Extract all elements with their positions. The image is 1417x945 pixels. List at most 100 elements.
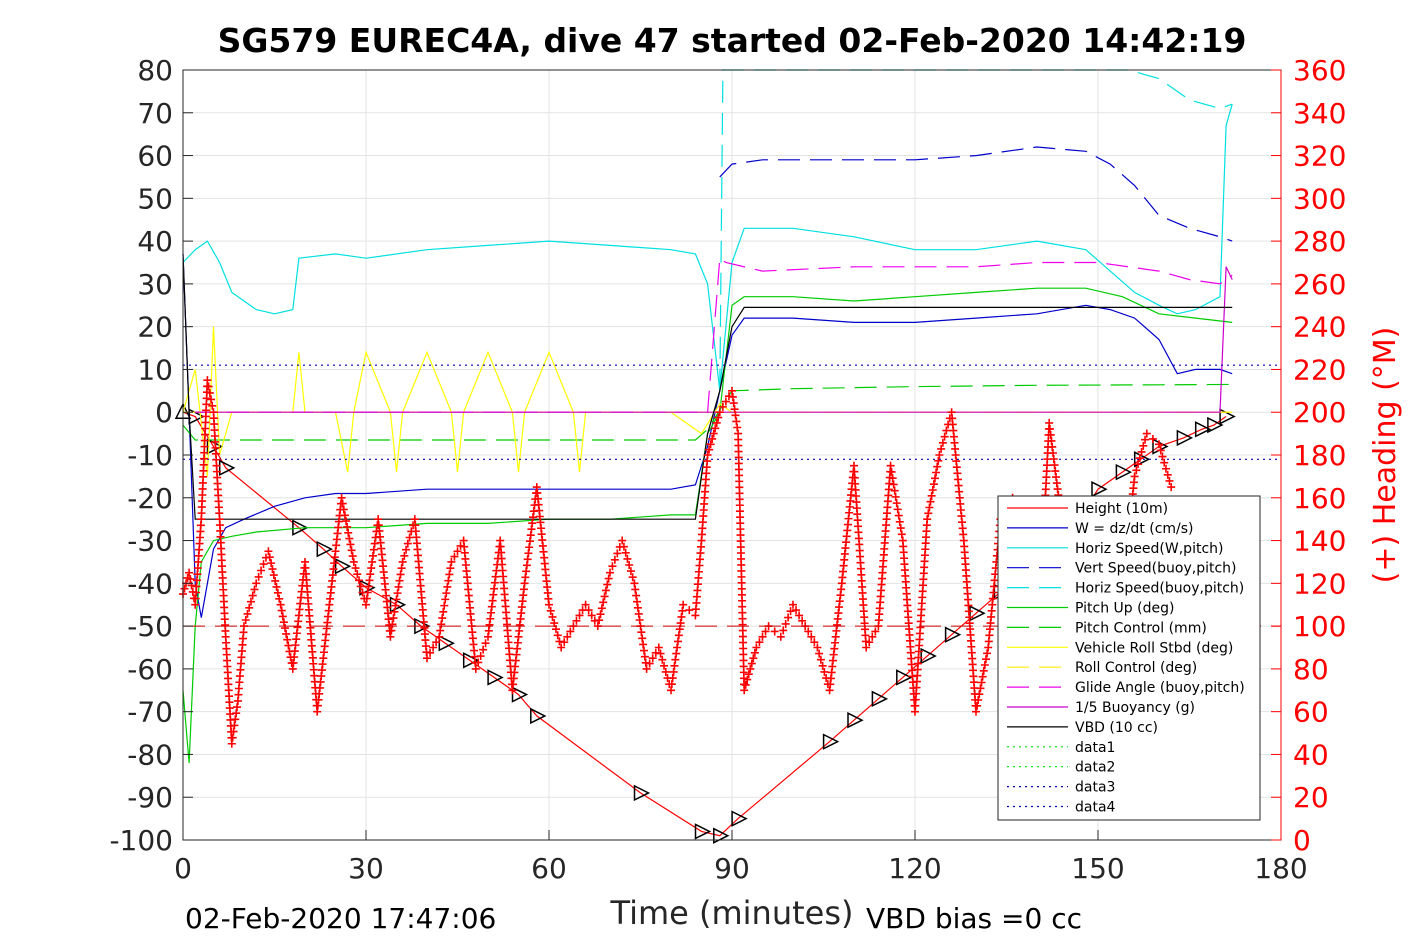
heading-point: [804, 627, 813, 636]
heading-point: [679, 600, 688, 609]
right-y-tick-label: 80: [1293, 653, 1329, 686]
legend-label-vert-speed-buoy-pitch: Vert Speed(buoy,pitch): [1075, 561, 1237, 577]
heading-point: [1130, 472, 1139, 481]
heading-point: [481, 639, 490, 648]
heading-point: [815, 649, 824, 658]
heading-point: [728, 386, 736, 395]
heading-point: [761, 627, 770, 636]
heading-point: [813, 643, 822, 652]
right-y-tick-label: 240: [1293, 311, 1346, 344]
heading-point: [935, 451, 944, 459]
heading-point: [940, 432, 949, 441]
heading-point: [862, 643, 871, 652]
heading-point: [807, 632, 816, 641]
heading-point: [746, 664, 755, 673]
heading-point: [474, 658, 483, 667]
y-tick-label: -50: [127, 610, 173, 643]
heading-point: [345, 534, 354, 543]
heading-point: [784, 613, 793, 622]
heading-point: [245, 603, 254, 612]
series-line-horiz-speed-w-pitch: [182, 104, 1233, 391]
x-tick-label: 180: [1254, 852, 1307, 885]
legend-label-data1: data1: [1075, 740, 1115, 756]
heading-point: [715, 408, 724, 417]
heading-series: [179, 376, 1281, 748]
heading-point: [630, 579, 639, 588]
heading-point: [721, 397, 730, 406]
heading-point: [560, 638, 569, 647]
heading-point: [548, 612, 557, 621]
y-tick-label: 30: [137, 268, 173, 301]
heading-point: [929, 480, 938, 489]
heading-point: [603, 580, 612, 589]
heading-point: [252, 579, 261, 588]
legend-label-pitch-up-deg: Pitch Up (deg): [1075, 601, 1174, 617]
heading-point: [429, 643, 438, 652]
series-line-pitch-control-mm: [182, 383, 1233, 441]
heading-point: [894, 511, 903, 520]
heading-point: [241, 616, 250, 624]
y-tick-label: 20: [137, 311, 173, 344]
heading-point: [1135, 454, 1144, 463]
heading-point: [362, 600, 370, 609]
heading-point: [618, 536, 627, 545]
heading-point: [268, 565, 277, 574]
right-y-tick-label: 120: [1293, 567, 1346, 600]
heading-point: [924, 509, 933, 518]
heading-point: [669, 667, 678, 676]
heading-point: [610, 555, 619, 564]
heading-point: [447, 557, 456, 566]
height-marker: [920, 647, 937, 665]
y-tick-label: -100: [109, 824, 173, 857]
heading-point: [729, 399, 738, 408]
heading-point: [983, 649, 992, 658]
series-line-glide-angle-buoy-pitch: [195, 257, 1233, 413]
heading-point: [792, 606, 801, 615]
heading-point: [732, 417, 741, 426]
heading-point: [623, 554, 632, 563]
heading-point: [752, 643, 761, 652]
legend-label-height-10m: Height (10m): [1075, 501, 1168, 517]
heading-point: [281, 624, 290, 633]
height-marker: [1091, 481, 1108, 498]
heading-point: [889, 480, 898, 489]
y-tick-label: 70: [137, 97, 173, 130]
heading-point: [393, 589, 402, 598]
x-tick-label: 60: [531, 852, 567, 885]
heading-point: [604, 574, 613, 583]
heading-point: [972, 707, 980, 716]
heading-point: [403, 539, 412, 548]
x-tick-label: 0: [174, 852, 192, 885]
heading-point: [600, 592, 609, 601]
heading-point: [440, 601, 449, 610]
heading-point: [645, 659, 654, 668]
x-tick-label: 90: [714, 852, 750, 885]
heading-point: [887, 467, 896, 476]
heading-point: [928, 486, 937, 494]
heading-point: [718, 402, 727, 411]
heading-point: [1141, 435, 1150, 444]
heading-point: [1163, 470, 1172, 479]
right-y-tick-label: 40: [1293, 738, 1329, 771]
heading-point: [353, 570, 362, 579]
heading-point: [890, 486, 899, 495]
heading-point: [818, 661, 827, 670]
heading-point: [978, 672, 987, 681]
heading-point: [450, 552, 459, 561]
heading-point: [712, 418, 721, 427]
y-tick-label: -40: [127, 567, 173, 600]
height-marker: [713, 827, 730, 844]
heading-point: [269, 571, 278, 580]
heading-point: [888, 474, 897, 483]
heading-point: [789, 600, 797, 609]
heading-point: [435, 632, 444, 641]
heading-point: [356, 582, 365, 591]
right-y-tick-label: 100: [1293, 610, 1346, 643]
heading-point: [937, 444, 946, 453]
heading-point: [601, 586, 610, 595]
heading-point: [365, 576, 374, 585]
y-tick-label: 80: [137, 54, 173, 87]
heading-point: [362, 594, 371, 603]
right-y-tick-label: 0: [1293, 824, 1311, 857]
heading-point: [626, 567, 635, 576]
